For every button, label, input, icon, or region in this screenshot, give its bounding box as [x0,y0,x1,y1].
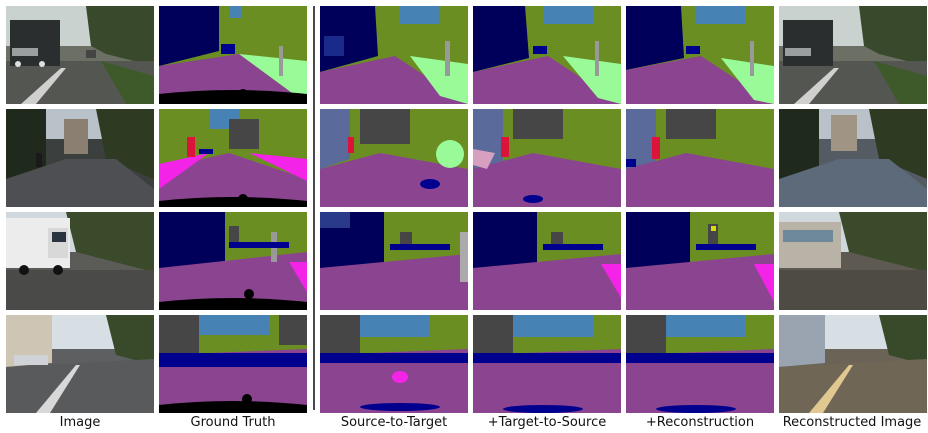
seg-row1-source-to-target [320,6,468,104]
seg-row2-reconstruction [626,109,774,207]
seg-row2-source-to-target [320,109,468,207]
photo-row1-image [6,6,154,104]
photo-row3-image [6,212,154,310]
column-label-source-to-target: Source-to-Target [340,415,448,430]
column-label-target-to-source: +Target-to-Source [487,415,607,430]
seg-row3-source-to-target [320,212,468,310]
photo-row4-image [6,315,154,413]
photo-row4-reconstructed [779,315,927,413]
photo-row2-image [6,109,154,207]
photo-row2-reconstructed [779,109,927,207]
seg-row3-reconstruction [626,212,774,310]
seg-row1-reconstruction [626,6,774,104]
seg-row4-target-to-source [473,315,621,413]
column-label-reconstructed-image: Reconstructed Image [782,415,922,430]
seg-row4-reconstruction [626,315,774,413]
seg-row3-target-to-source [473,212,621,310]
seg-row2-ground-truth [159,109,307,207]
column-label-ground-truth: Ground Truth [190,415,276,430]
seg-row4-ground-truth [159,315,307,413]
photo-row1-reconstructed [779,6,927,104]
photo-row3-reconstructed [779,212,927,310]
column-divider [313,6,315,410]
seg-row1-ground-truth [159,6,307,104]
seg-row4-source-to-target [320,315,468,413]
seg-row1-target-to-source [473,6,621,104]
column-label-image: Image [59,415,101,430]
seg-row2-target-to-source [473,109,621,207]
column-label-reconstruction: +Reconstruction [645,415,755,430]
seg-row3-ground-truth [159,212,307,310]
